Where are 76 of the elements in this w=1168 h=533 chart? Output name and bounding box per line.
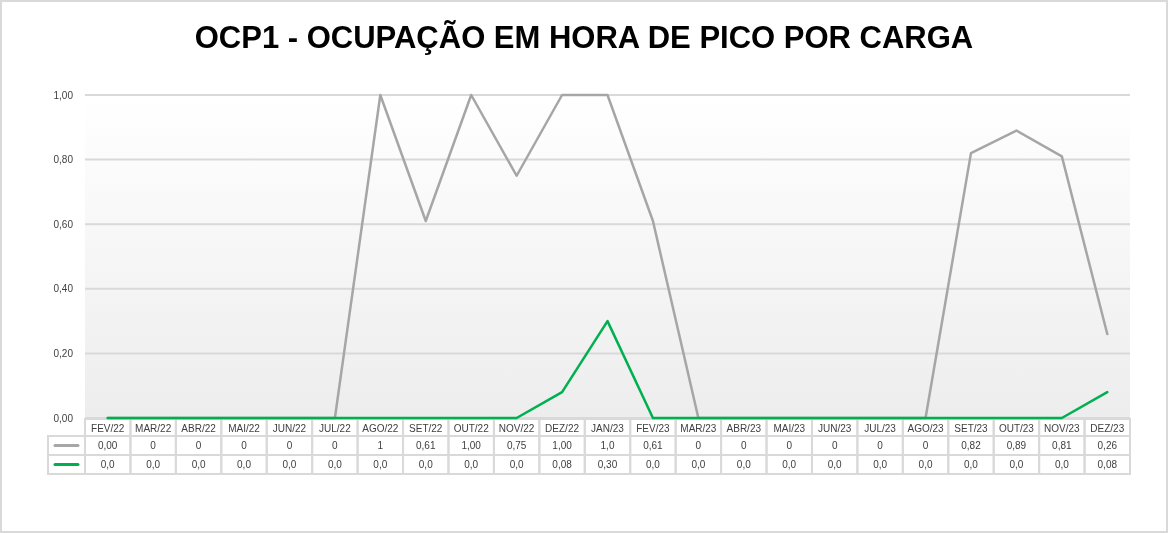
data-label: 0,0 [327,459,343,470]
data-label: 0,08 [1097,459,1118,470]
data-label: 0,0 [1054,459,1070,470]
x-tick-label: JUL/22 [319,422,352,434]
x-tick-label: FEV/23 [636,422,671,434]
data-label: 0,75 [506,440,527,451]
data-label: 0,0 [918,459,933,470]
data-label: 1,0 [600,440,615,451]
data-label: 0 [786,440,793,451]
x-tick-label: AGO/23 [907,422,945,434]
data-label: 0,0 [418,459,434,470]
data-label: 0,30 [597,459,618,470]
data-label: 0,0 [964,459,979,470]
data-label: 0,0 [373,459,388,470]
data-label: 0,61 [416,440,436,451]
x-tick-label: DEZ/23 [1090,422,1125,434]
x-tick-label: NOV/22 [498,422,535,434]
data-label: 0 [741,440,748,451]
data-label: 0,0 [464,459,479,470]
data-label: 0,0 [100,459,116,470]
data-label: 0,08 [552,459,573,470]
data-label: 0 [922,440,929,451]
x-tick-label: NOV/23 [1044,422,1081,434]
data-label: 0,0 [282,459,297,470]
x-tick-label: SET/23 [954,422,989,434]
data-label: 0 [877,440,884,451]
y-tick-label: 0,20 [53,347,74,359]
data-label: 0 [332,440,339,451]
data-label: 1,00 [552,440,573,451]
data-label: 0,82 [961,440,982,451]
x-tick-label: JUL/23 [864,422,897,434]
x-tick-label: JAN/23 [591,422,625,434]
data-label: 0,0 [645,459,661,470]
data-label: 0,26 [1097,440,1118,451]
y-tick-label: 1,00 [53,89,74,101]
x-tick-label: AGO/22 [362,422,399,434]
data-label: 0 [150,440,157,451]
y-tick-label: 0,60 [53,218,74,230]
data-label: 0,81 [1052,440,1073,451]
data-label: 0,0 [736,459,752,470]
x-tick-label: MAI/22 [228,422,261,434]
data-label: 0,89 [1006,440,1027,451]
data-label: 0,61 [643,440,664,451]
data-label: 0,0 [1009,459,1024,470]
x-tick-label: JUN/23 [817,422,852,434]
data-label: 0,0 [873,459,888,470]
x-tick-label: MAR/23 [680,422,717,434]
data-label: 0,0 [146,459,161,470]
data-label: 0,0 [191,459,206,470]
chart-title: OCP1 - OCUPAÇÃO EM HORA DE PICO POR CARGA [194,20,974,55]
data-label: 1,00 [461,440,482,451]
data-label: 0 [241,440,248,451]
x-tick-label: ABR/22 [181,422,217,434]
data-label: 0 [286,440,293,451]
x-tick-label: OUT/22 [453,422,490,434]
x-tick-label: MAI/23 [773,422,806,434]
y-tick-label: 0,80 [53,154,74,166]
data-label: 1 [377,440,384,451]
data-label: 0,0 [237,459,252,470]
data-label: 0,0 [691,459,706,470]
x-tick-label: JUN/22 [272,422,307,434]
data-label: 0 [831,440,838,451]
data-label: 0,00 [97,440,118,451]
data-label: 0,0 [782,459,797,470]
data-label: 0,0 [827,459,843,470]
x-tick-label: MAR/22 [135,422,172,434]
x-tick-label: DEZ/22 [545,422,580,434]
y-tick-label: 0,40 [53,283,74,295]
x-tick-label: OUT/23 [998,422,1035,434]
x-tick-label: FEV/22 [91,422,125,434]
data-label: 0 [195,440,202,451]
x-tick-label: ABR/23 [726,422,762,434]
x-tick-label: SET/22 [409,422,443,434]
data-label: 0 [695,440,702,451]
y-tick-label: 0,00 [53,412,74,424]
data-label: 0,0 [509,459,525,470]
